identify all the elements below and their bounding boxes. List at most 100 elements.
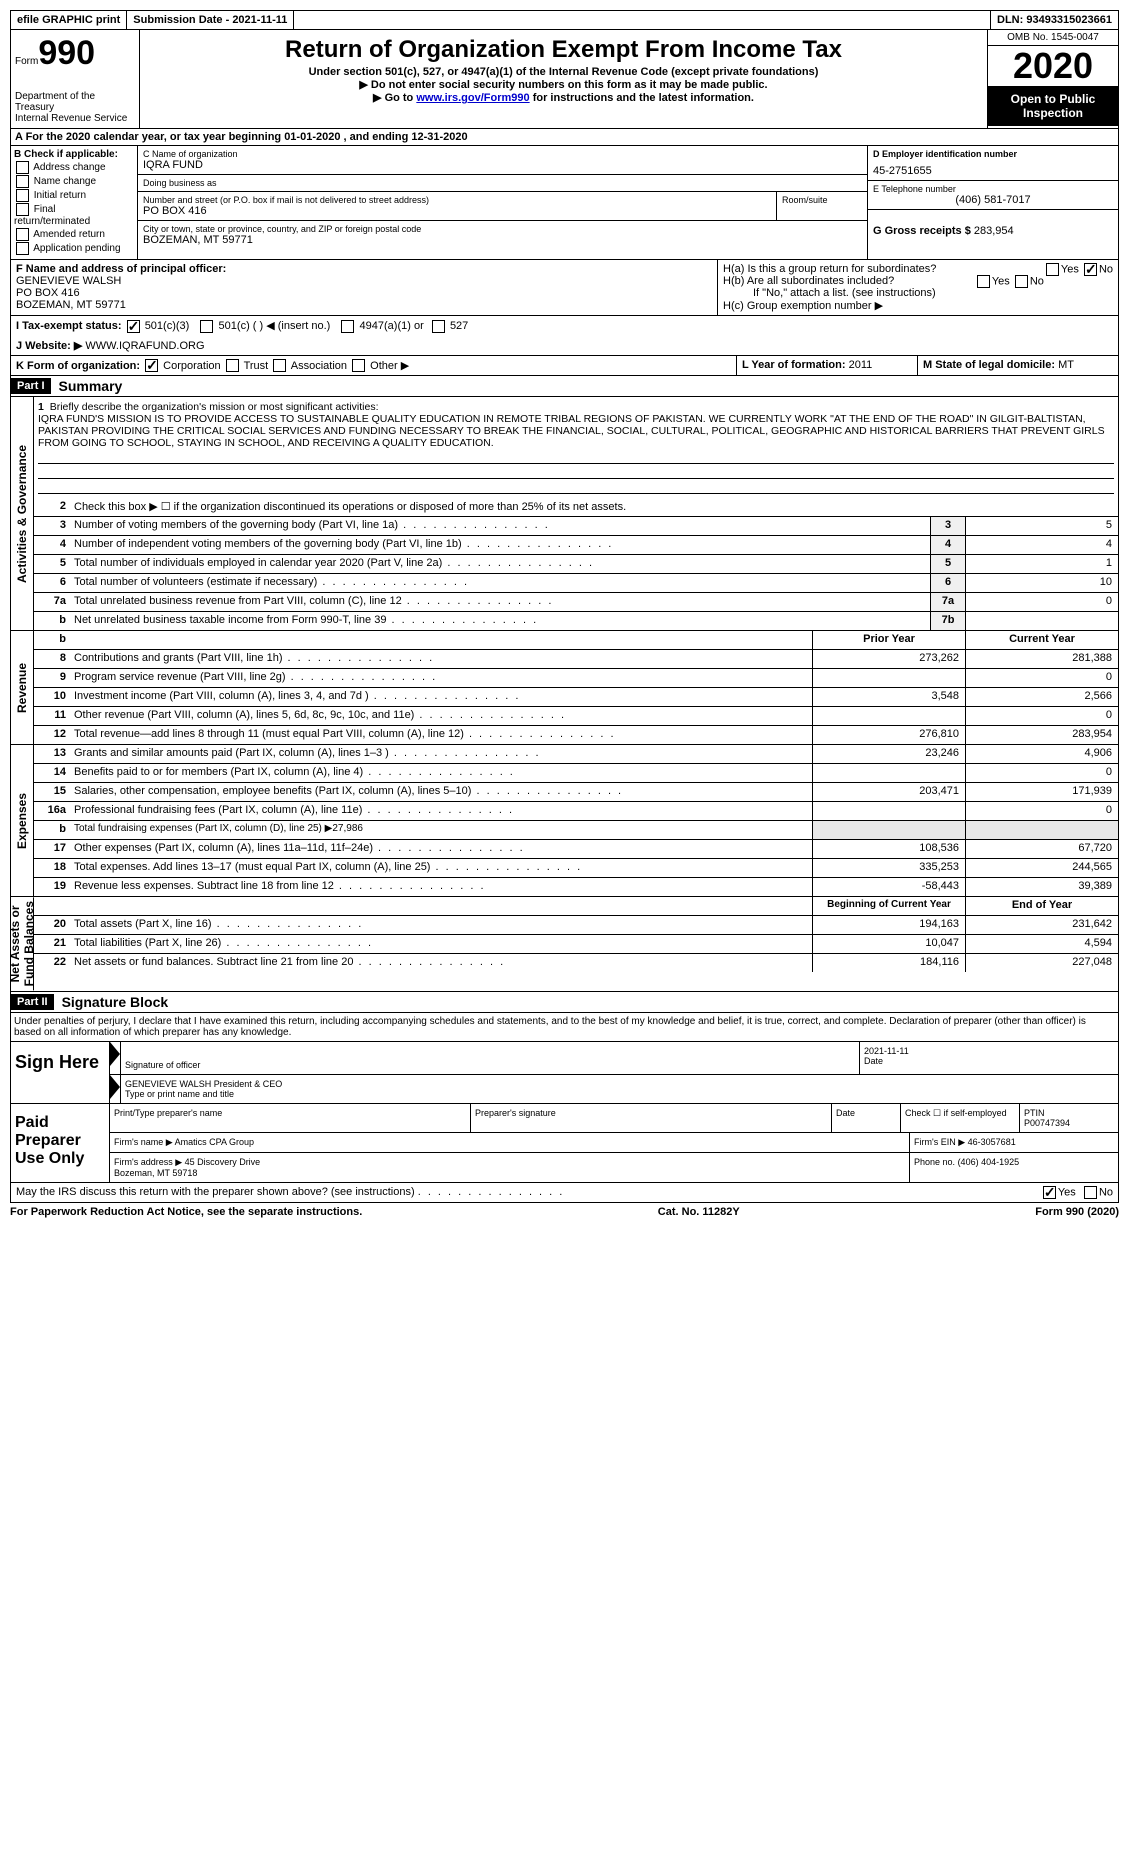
phone-label: E Telephone number [873, 184, 1113, 194]
summary-expenses: Expenses 13Grants and similar amounts pa… [10, 745, 1119, 897]
firm-phone-label: Phone no. [914, 1157, 955, 1167]
cb-final-return[interactable]: Final return/terminated [14, 203, 134, 227]
org-name: IQRA FUND [143, 159, 862, 171]
side-netassets: Net Assets or Fund Balances [11, 897, 34, 990]
city-label: City or town, state or province, country… [143, 224, 862, 234]
website-value: WWW.IQRAFUND.ORG [85, 340, 204, 352]
hdr-prior: Prior Year [812, 631, 965, 649]
cb-initial-return[interactable]: Initial return [14, 189, 134, 202]
gross-label: G Gross receipts $ [873, 225, 971, 237]
form-990: 990 [38, 34, 95, 72]
paid-preparer-label: Paid Preparer Use Only [11, 1104, 110, 1182]
goto-pre: ▶ Go to [373, 92, 416, 104]
summary-row: bNet unrelated business taxable income f… [34, 612, 1118, 630]
hb-label: H(b) Are all subordinates included? [723, 275, 894, 287]
ptin-label: PTIN [1024, 1108, 1045, 1118]
cb-name-change[interactable]: Name change [14, 175, 134, 188]
firm-name-value: Amatics CPA Group [175, 1137, 254, 1147]
self-employed-label: Check ☐ if self-employed [901, 1104, 1020, 1132]
cb-trust[interactable] [226, 359, 239, 372]
part2-title: Signature Block [54, 992, 177, 1012]
c-name-cell: C Name of organization IQRA FUND [138, 146, 867, 175]
f-h-row: F Name and address of principal officer:… [10, 260, 1119, 316]
cb-other[interactable] [352, 359, 365, 372]
hc-label: H(c) Group exemption number ▶ [723, 299, 1113, 312]
j-label: J Website: ▶ [16, 340, 82, 352]
summary-row: 4Number of independent voting members of… [34, 536, 1118, 555]
irs-link[interactable]: www.irs.gov/Form990 [416, 92, 529, 104]
footer-left: For Paperwork Reduction Act Notice, see … [10, 1206, 362, 1218]
hb-no: No [1030, 275, 1044, 287]
summary-netassets: Net Assets or Fund Balances Beginning of… [10, 897, 1119, 991]
hb-row: H(b) Are all subordinates included? Yes … [723, 275, 1113, 287]
cb-501c[interactable] [200, 320, 213, 333]
cb-527[interactable] [432, 320, 445, 333]
revenue-row: 10Investment income (Part VIII, column (… [34, 688, 1118, 707]
form-header: Form990 Department of the Treasury Inter… [10, 30, 1119, 129]
officer-addr2: BOZEMAN, MT 59771 [16, 299, 712, 311]
l-label: L Year of formation: [742, 359, 846, 371]
efile-label: efile GRAPHIC print [11, 11, 127, 29]
c-addr-row: Number and street (or P.O. box if mail i… [138, 192, 867, 221]
mission-num: 1 [38, 401, 44, 413]
sig-date-value: 2021-11-11 [864, 1046, 1114, 1056]
mission-label: Briefly describe the organization's miss… [50, 401, 379, 413]
sign-here-block: Sign Here Signature of officer 2021-11-1… [10, 1042, 1119, 1104]
open-to-public: Open to Public Inspection [988, 86, 1118, 126]
sig-date-label: Date [864, 1056, 1114, 1066]
hdr-begin: Beginning of Current Year [812, 897, 965, 915]
revenue-row: 9Program service revenue (Part VIII, lin… [34, 669, 1118, 688]
expense-row: 19Revenue less expenses. Subtract line 1… [34, 878, 1118, 896]
i-row: I Tax-exempt status: 501(c)(3) 501(c) ( … [10, 316, 1119, 336]
form-title: Return of Organization Exempt From Incom… [144, 36, 983, 64]
room-label: Room/suite [782, 195, 862, 205]
cb-discuss-yes[interactable] [1043, 1186, 1056, 1199]
dba-label: Doing business as [143, 178, 862, 188]
form-subtitle: Under section 501(c), 527, or 4947(a)(1)… [144, 66, 983, 78]
netassets-row: 20Total assets (Part X, line 16)194,1632… [34, 916, 1118, 935]
summary-row: 6Total number of volunteers (estimate if… [34, 574, 1118, 593]
expense-row: 16aProfessional fundraising fees (Part I… [34, 802, 1118, 821]
col-b-checkboxes: B Check if applicable: Address change Na… [11, 146, 138, 259]
ha-label: H(a) Is this a group return for subordin… [723, 263, 936, 275]
addr-label: Number and street (or P.O. box if mail i… [143, 195, 771, 205]
sig-name-value: GENEVIEVE WALSH President & CEO [125, 1079, 1114, 1089]
k-label: K Form of organization: [16, 360, 140, 372]
j-row: J Website: ▶ WWW.IQRAFUND.ORG [10, 336, 1119, 356]
note-goto: ▶ Go to www.irs.gov/Form990 for instruct… [144, 91, 983, 104]
part2-label: Part II [11, 994, 54, 1010]
dln: DLN: 93493315023661 [990, 11, 1118, 29]
expense-row: 17Other expenses (Part IX, column (A), l… [34, 840, 1118, 859]
discuss-row: May the IRS discuss this return with the… [10, 1183, 1119, 1203]
cb-501c3[interactable] [127, 320, 140, 333]
footer-right: Form 990 (2020) [1035, 1206, 1119, 1218]
cb-corp[interactable] [145, 359, 158, 372]
mission-text: IQRA FUND'S MISSION IS TO PROVIDE ACCESS… [38, 413, 1105, 449]
klm-row: K Form of organization: Corporation Trus… [10, 356, 1119, 377]
officer-name: GENEVIEVE WALSH [16, 275, 712, 287]
c-city-cell: City or town, state or province, country… [138, 221, 867, 249]
cb-amended[interactable]: Amended return [14, 228, 134, 241]
f-label: F Name and address of principal officer: [16, 263, 712, 275]
d-ein-cell: D Employer identification number 45-2751… [868, 146, 1118, 181]
netassets-row: 21Total liabilities (Part X, line 26)10,… [34, 935, 1118, 954]
l-value: 2011 [849, 359, 873, 371]
cb-address-change[interactable]: Address change [14, 161, 134, 174]
side-revenue: Revenue [11, 631, 34, 744]
footer-mid: Cat. No. 11282Y [658, 1206, 740, 1218]
revenue-row: 8Contributions and grants (Part VIII, li… [34, 650, 1118, 669]
cb-discuss-no[interactable] [1084, 1186, 1097, 1199]
cb-4947[interactable] [341, 320, 354, 333]
tax-year: 2020 [988, 46, 1118, 86]
goto-post: for instructions and the latest informat… [530, 92, 754, 104]
firm-phone-value: (406) 404-1925 [958, 1157, 1020, 1167]
revenue-row: 11Other revenue (Part VIII, column (A), … [34, 707, 1118, 726]
city-value: BOZEMAN, MT 59771 [143, 234, 862, 246]
cb-assoc[interactable] [273, 359, 286, 372]
form-number: Form990 [15, 34, 135, 73]
cb-application[interactable]: Application pending [14, 242, 134, 255]
part2-header: Part II Signature Block [10, 992, 1119, 1013]
submission-date: Submission Date - 2021-11-11 [127, 11, 294, 29]
addr-value: PO BOX 416 [143, 205, 771, 217]
netassets-row: 22Net assets or fund balances. Subtract … [34, 954, 1118, 972]
